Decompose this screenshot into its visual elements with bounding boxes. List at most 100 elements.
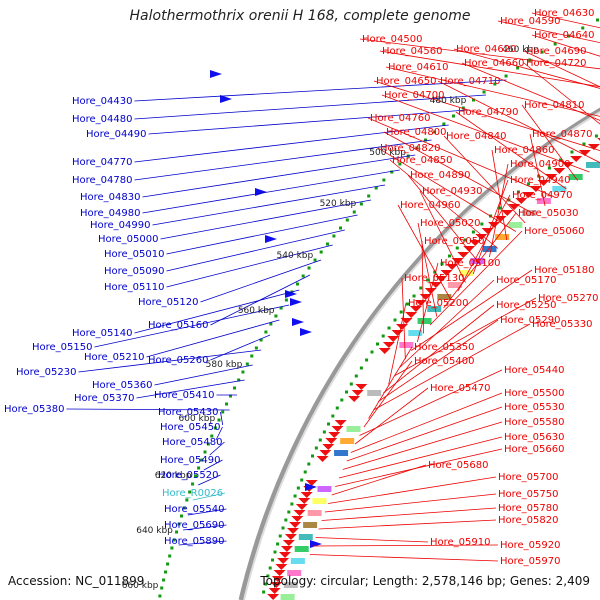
- reverse-gene-arrow: [275, 564, 288, 570]
- dot-ring-0-dot: [274, 314, 278, 318]
- left-gene-label: Hore_04490: [86, 129, 147, 140]
- cog-color-block: [317, 486, 332, 492]
- dot-ring-1-dot: [463, 238, 467, 242]
- cog-color-block: [408, 330, 423, 336]
- cog-color-block: [482, 246, 497, 252]
- cog-color-block: [522, 210, 537, 216]
- cog-color-block: [280, 594, 295, 600]
- right-leader-line: [378, 319, 499, 402]
- dot-ring-1-dot: [293, 494, 297, 498]
- left-leader-line: [209, 441, 225, 456]
- right-gene-label: Hore_05170: [496, 275, 557, 286]
- dot-ring-0-dot: [194, 474, 198, 478]
- backbone-highlight: [243, 111, 600, 600]
- right-gene-label: Hore_04560: [382, 46, 443, 57]
- forward-gene-arrow: [292, 318, 304, 326]
- right-leader-line: [346, 406, 503, 462]
- left-gene-label: Hore_05210: [84, 352, 145, 363]
- backbone-ring: [238, 107, 600, 600]
- right-leader-line: [331, 464, 427, 496]
- dot-ring-0-dot: [188, 490, 192, 494]
- dot-ring-1-dot: [264, 582, 268, 586]
- right-leader-line: [389, 159, 499, 249]
- left-gene-label: Hore_05430: [158, 407, 219, 418]
- reverse-gene-arrow: [378, 348, 391, 354]
- right-leader-line: [383, 304, 495, 394]
- left-leader-line: [66, 408, 230, 411]
- dot-ring-0-dot: [164, 570, 168, 574]
- left-gene-label: Hore_05090: [104, 266, 165, 277]
- left-gene-label: Hore_04980: [80, 208, 141, 219]
- left-gene-label: Hore_04430: [72, 96, 133, 107]
- right-gene-label: Hore_05350: [414, 342, 475, 353]
- forward-gene-arrow: [290, 298, 302, 306]
- cog-color-block: [399, 342, 414, 348]
- right-gene-label: Hore_04760: [370, 113, 431, 124]
- right-leader-line: [363, 360, 413, 428]
- right-leader-line: [383, 131, 536, 215]
- left-gene-label: Hore_05000: [98, 234, 159, 245]
- dot-ring-0-dot: [596, 18, 600, 22]
- dot-ring-0-dot: [175, 530, 179, 534]
- right-leader-line: [407, 174, 482, 266]
- cog-color-block: [495, 234, 510, 240]
- dot-ring-0-dot: [540, 50, 544, 54]
- right-gene-label: Hore_05580: [504, 417, 565, 428]
- left-leader-line: [198, 474, 221, 486]
- right-leader-line: [350, 392, 503, 453]
- dot-ring-1-dot: [303, 470, 307, 474]
- scale-label: 620 kbp: [155, 471, 192, 481]
- cog-color-block: [447, 282, 462, 288]
- dot-ring-1-dot: [287, 510, 291, 514]
- left-gene-label: Hore_05360: [92, 380, 153, 391]
- dot-ring-0-dot: [233, 386, 237, 390]
- feature-tracks: [210, 70, 600, 600]
- right-gene-label: Hore_04900: [510, 159, 571, 170]
- left-gene-label: Hore_R0026: [162, 488, 223, 499]
- right-leader-line: [531, 12, 600, 29]
- left-gene-label: Hore_04770: [72, 157, 133, 168]
- dot-ring-0-dot: [581, 26, 585, 30]
- dot-ring-1-dot: [284, 518, 288, 522]
- scale-label: 520 kbp: [320, 199, 357, 209]
- reverse-gene-arrow: [300, 492, 313, 498]
- scale-label: 560 kbp: [238, 306, 275, 316]
- reverse-gene-arrow: [578, 150, 591, 156]
- right-gene-label: Hore_04720: [526, 58, 587, 69]
- cog-color-block: [303, 522, 318, 528]
- reverse-gene-arrow: [277, 558, 290, 564]
- left-gene-label: Hore_05140: [72, 328, 133, 339]
- right-leader-line: [338, 436, 503, 479]
- dot-ring-1-dot: [331, 414, 335, 418]
- right-leader-line: [315, 537, 429, 543]
- reverse-gene-arrow: [293, 510, 306, 516]
- right-leader-line: [381, 94, 590, 173]
- right-leader-line: [521, 104, 579, 181]
- left-gene-label: Hore_05370: [74, 393, 135, 404]
- forward-gene-arrow: [285, 290, 297, 298]
- right-gene-label: Hore_04630: [534, 8, 595, 19]
- left-gene-label: Hore_05150: [32, 342, 93, 353]
- left-leader-line: [210, 334, 271, 361]
- right-gene-label: Hore_04500: [362, 34, 423, 45]
- dot-ring-1-dot: [335, 406, 339, 410]
- right-gene-label: Hore_05680: [428, 460, 489, 471]
- dot-ring-0-dot: [162, 578, 166, 582]
- right-leader-line: [354, 387, 429, 445]
- right-leader-line: [373, 80, 600, 151]
- right-gene-label: Hore_05270: [538, 293, 599, 304]
- left-gene-label: Hore_05260: [148, 355, 209, 366]
- cog-color-block: [283, 582, 298, 588]
- reverse-gene-arrow: [587, 144, 600, 150]
- dot-ring-0-dot: [472, 98, 476, 102]
- reverse-gene-arrow: [319, 450, 332, 456]
- right-leader-line: [529, 133, 546, 207]
- reverse-gene-arrow: [481, 228, 494, 234]
- dot-ring-0-dot: [339, 226, 343, 230]
- reverse-gene-arrow: [409, 306, 422, 312]
- topology-summary: Topology: circular; Length: 2,578,146 bp…: [260, 574, 590, 588]
- dot-ring-0-dot: [241, 370, 245, 374]
- dot-ring-1-dot: [406, 302, 410, 306]
- left-gene-label: Hore_05010: [104, 249, 165, 260]
- right-leader-line: [497, 20, 600, 44]
